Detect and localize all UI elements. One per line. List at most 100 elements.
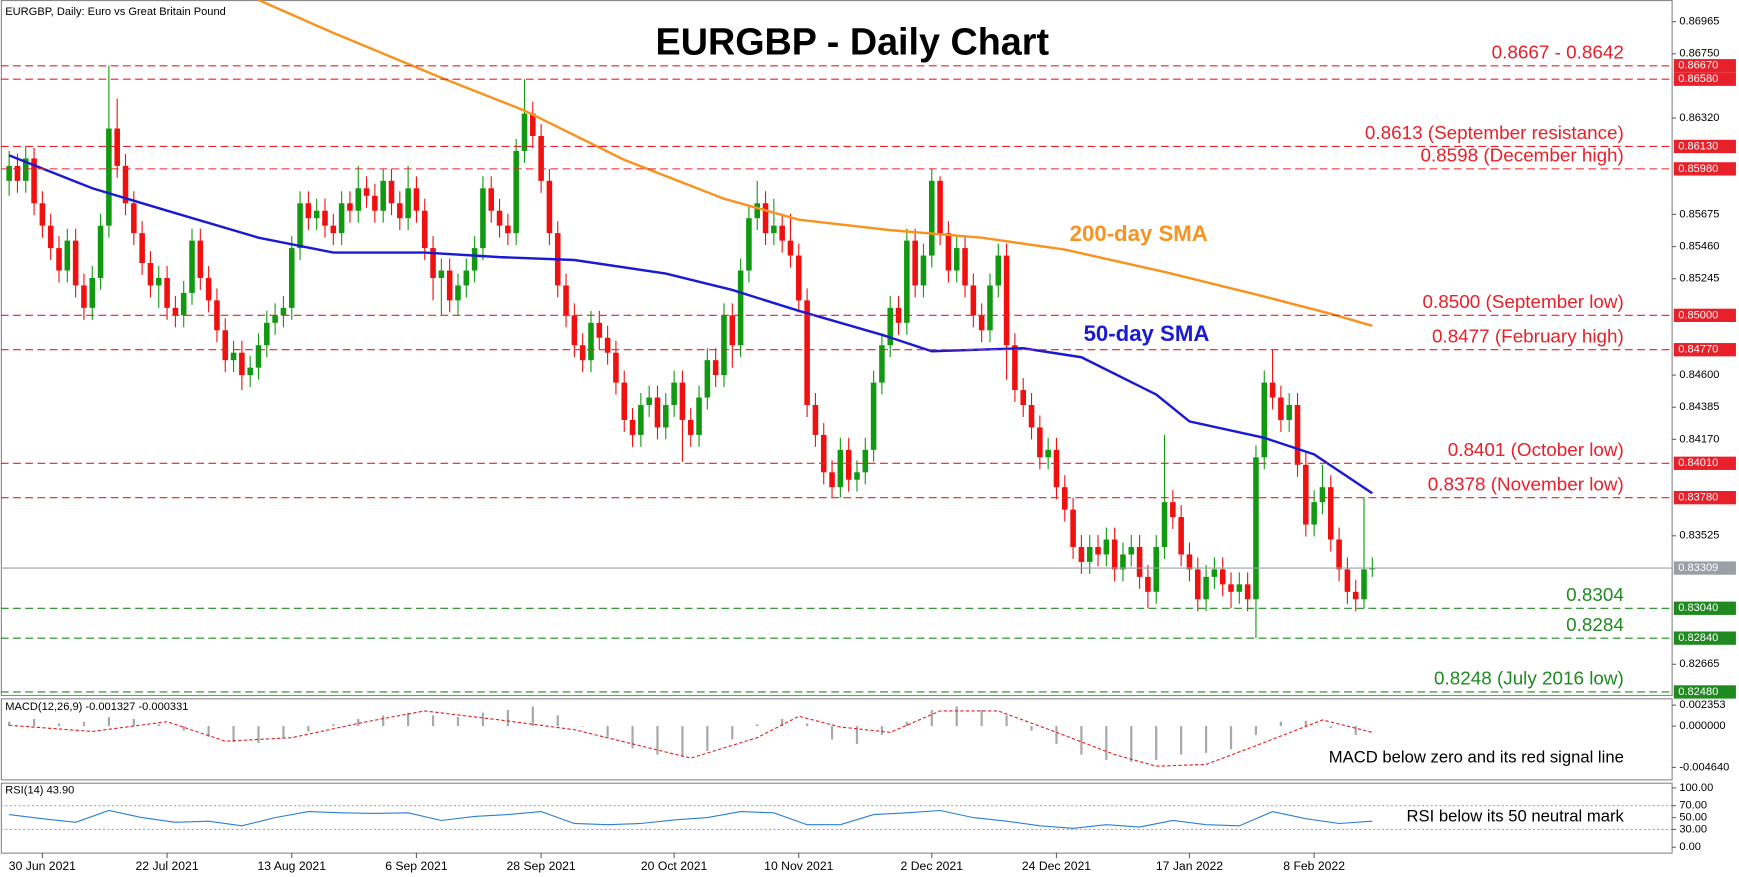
- macd-bar: [1105, 726, 1108, 760]
- candle-body: [1128, 546, 1135, 555]
- candle-body: [81, 285, 87, 308]
- candle-body: [1120, 554, 1126, 570]
- level-box-label: 0.86670: [1678, 60, 1718, 72]
- candle-body: [1161, 502, 1168, 547]
- candle-body: [1037, 427, 1043, 458]
- y-tick-label: 0.85675: [1679, 208, 1719, 220]
- chart-title: EURGBP - Daily Chart: [656, 20, 1050, 62]
- candle-body: [862, 449, 869, 473]
- y-tick-label: 0.82665: [1679, 658, 1719, 670]
- macd-bar: [1155, 726, 1158, 760]
- candle-body: [471, 248, 478, 271]
- candle-body: [579, 345, 586, 361]
- macd-bar: [107, 717, 110, 727]
- rsi-title: RSI(14) 43.90: [5, 784, 74, 796]
- macd-bar: [1279, 721, 1283, 727]
- y-tick-label: 0.86750: [1679, 48, 1719, 60]
- macd-bar: [855, 726, 859, 744]
- macd-bar: [980, 710, 983, 727]
- x-tick-label: 10 Nov 2021: [764, 859, 833, 873]
- candle-body: [114, 128, 120, 166]
- macd-bar: [431, 715, 435, 727]
- macd-bar: [1055, 726, 1058, 744]
- candle-body: [762, 203, 769, 234]
- candle-body: [313, 210, 320, 219]
- candle-body: [488, 188, 495, 211]
- sma-line: [8, 154, 1373, 495]
- candle-body: [397, 203, 403, 219]
- candle-body: [197, 240, 204, 278]
- level-box-label: 0.83309: [1678, 562, 1718, 574]
- candle-body: [446, 270, 453, 301]
- y-tick-label: 0.86965: [1679, 16, 1719, 28]
- macd-bar: [257, 726, 260, 744]
- candle-body: [737, 270, 744, 346]
- candle-body: [621, 382, 628, 420]
- candle-body: [812, 405, 819, 435]
- candle-body: [679, 382, 686, 420]
- candle-body: [1170, 502, 1176, 518]
- macd-bar: [307, 726, 310, 732]
- macd-bar: [656, 726, 659, 755]
- macd-bar: [407, 712, 410, 727]
- candle-body: [787, 240, 794, 256]
- x-tick-label: 6 Sep 2021: [385, 859, 448, 873]
- y-tick-label: 0.84600: [1679, 369, 1719, 381]
- macd-bar: [282, 726, 285, 739]
- candle-body: [870, 382, 877, 450]
- candle-body: [1228, 584, 1234, 592]
- candle-body: [1095, 546, 1101, 555]
- candle-body: [1278, 397, 1284, 420]
- macd-bar: [382, 715, 385, 727]
- candle-body: [1203, 576, 1209, 600]
- macd-title: MACD(12,26,9) -0.001327 -0.000331: [5, 701, 188, 713]
- candle-body: [804, 300, 810, 406]
- candle-body: [696, 397, 702, 435]
- candle-body: [1178, 517, 1184, 555]
- candle-body: [912, 240, 918, 286]
- candle-body: [970, 285, 977, 316]
- macd-bar: [631, 726, 634, 749]
- candle-body: [14, 165, 21, 181]
- candle-body: [1086, 546, 1093, 562]
- macd-bar: [1130, 726, 1133, 762]
- candle-body: [1336, 539, 1342, 570]
- candle-body: [6, 165, 12, 181]
- candle-body: [97, 225, 104, 278]
- level-box-label: 0.84770: [1678, 344, 1718, 356]
- candle-body: [147, 263, 154, 286]
- y-tick-label: -0.004640: [1679, 761, 1729, 773]
- candle-body: [1303, 464, 1309, 525]
- macd-bar: [805, 723, 809, 727]
- y-tick-label: 0.85460: [1679, 241, 1719, 253]
- candle-body: [1294, 405, 1301, 465]
- level-box: [1673, 162, 1736, 176]
- y-tick-label: 30.00: [1679, 823, 1707, 835]
- candle-body: [106, 128, 112, 226]
- candle-body: [1311, 502, 1317, 525]
- candle-body: [280, 307, 287, 316]
- candle-body: [513, 150, 519, 234]
- candle-body: [754, 203, 761, 219]
- macd-signal: [9, 710, 1373, 767]
- candle-body: [1062, 487, 1068, 510]
- candle-body: [1319, 487, 1326, 503]
- level-box-label: 0.83780: [1678, 492, 1718, 504]
- candle-body: [588, 322, 594, 361]
- candle-body: [1219, 569, 1226, 585]
- main-plot: [6, 0, 1376, 639]
- x-tick-label: 20 Oct 2021: [641, 859, 708, 873]
- candle-body: [1012, 345, 1018, 391]
- level-box: [1673, 491, 1736, 505]
- level-note: 0.8378 (November low): [1428, 473, 1624, 494]
- y-tick-label: 100.00: [1679, 782, 1713, 794]
- level-box: [1673, 343, 1736, 357]
- y-tick-label: 0.85245: [1679, 273, 1719, 285]
- candle-body: [937, 180, 943, 234]
- rsi-panel: [0, 782, 1673, 854]
- candle-body: [1244, 584, 1251, 600]
- candle-body: [1369, 567, 1376, 570]
- main-panel: [0, 0, 1673, 697]
- macd-bar: [1005, 715, 1008, 727]
- level-box-label: 0.82480: [1678, 686, 1718, 698]
